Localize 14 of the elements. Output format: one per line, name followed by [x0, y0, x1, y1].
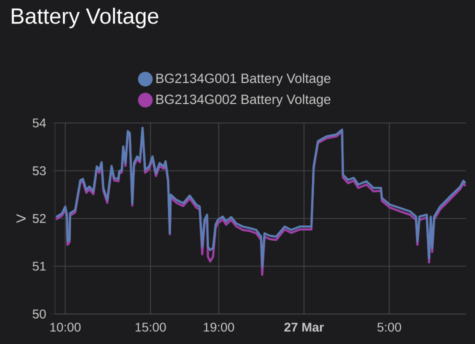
x-tick-label: 19:00 — [204, 322, 234, 332]
y-tick-label: 53 — [32, 166, 46, 176]
x-tick-label: 10:00 — [50, 322, 81, 332]
y-axis-title: V — [16, 214, 26, 223]
chart-title: Battery Voltage — [12, 8, 158, 28]
y-tick-label: 52 — [32, 214, 46, 223]
legend-label: BG2134G001 Battery Voltage — [156, 73, 330, 86]
x-tick-label: 27 Mar — [284, 322, 324, 332]
x-tick-label: 15:00 — [136, 322, 166, 332]
x-tick-label: 5:00 — [377, 322, 402, 332]
y-tick-label: 54 — [32, 118, 46, 128]
y-tick-label: 50 — [32, 310, 46, 318]
y-tick-label: 51 — [32, 262, 46, 271]
legend-label: BG2134G002 Battery Voltage — [156, 94, 330, 107]
